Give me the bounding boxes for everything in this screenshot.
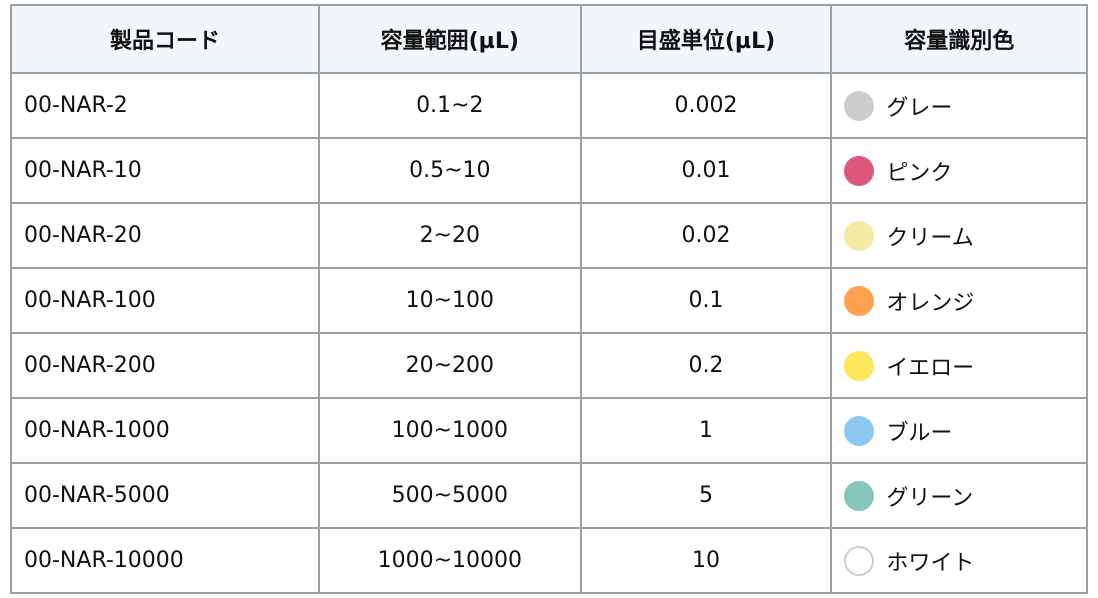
volume-range: 2~20	[318, 202, 582, 269]
header-row: 製品コード 容量範囲(µL) 目盛単位(µL) 容量識別色	[10, 4, 1088, 74]
table-row: 00-NAR-20 2~20 0.02 クリーム	[10, 202, 1088, 269]
color-code-cell: グレー	[830, 72, 1088, 139]
volume-range: 100~1000	[318, 397, 582, 464]
scale-unit: 0.1	[579, 267, 833, 334]
volume-range: 0.1~2	[318, 72, 582, 139]
color-name: オレンジ	[886, 290, 975, 316]
table-row: 00-NAR-5000 500~5000 5 グリーン	[10, 462, 1088, 529]
color-name: グレー	[886, 95, 953, 121]
table-row: 00-NAR-200 20~200 0.2 イエロー	[10, 332, 1088, 399]
color-dot-icon	[844, 90, 875, 121]
color-dot-icon	[844, 480, 875, 511]
color-code-cell: ホワイト	[830, 527, 1088, 594]
product-code: 00-NAR-2	[10, 72, 320, 139]
header-scale-unit: 目盛単位(µL)	[579, 4, 833, 74]
volume-range: 500~5000	[318, 462, 582, 529]
color-name: ホワイト	[886, 550, 975, 576]
volume-range: 20~200	[318, 332, 582, 399]
product-code: 00-NAR-5000	[10, 462, 320, 529]
color-dot-icon	[844, 350, 875, 381]
scale-unit: 0.01	[579, 137, 833, 204]
color-code-cell: グリーン	[830, 462, 1088, 529]
volume-range: 0.5~10	[318, 137, 582, 204]
color-code-cell: イエロー	[830, 332, 1088, 399]
color-code-cell: ブルー	[830, 397, 1088, 464]
product-code: 00-NAR-100	[10, 267, 320, 334]
color-code-cell: オレンジ	[830, 267, 1088, 334]
table-row: 00-NAR-1000 100~1000 1 ブルー	[10, 397, 1088, 464]
table-row: 00-NAR-10000 1000~10000 10 ホワイト	[10, 527, 1088, 594]
product-code: 00-NAR-200	[10, 332, 320, 399]
scale-unit: 10	[579, 527, 833, 594]
color-dot-icon	[844, 545, 875, 576]
header-volume-range: 容量範囲(µL)	[318, 4, 582, 74]
scale-unit: 0.02	[579, 202, 833, 269]
product-table: 製品コード 容量範囲(µL) 目盛単位(µL) 容量識別色 00-NAR-2 0.…	[10, 4, 1088, 594]
scale-unit: 0.002	[579, 72, 833, 139]
table-row: 00-NAR-100 10~100 0.1 オレンジ	[10, 267, 1088, 334]
color-name: クリーム	[886, 225, 974, 251]
product-code: 00-NAR-1000	[10, 397, 320, 464]
color-code-cell: ピンク	[830, 137, 1088, 204]
header-color-code: 容量識別色	[830, 4, 1088, 74]
color-dot-icon	[844, 220, 875, 251]
product-code: 00-NAR-20	[10, 202, 320, 269]
table-row: 00-NAR-2 0.1~2 0.002 グレー	[10, 72, 1088, 139]
color-name: ピンク	[886, 160, 953, 186]
product-code: 00-NAR-10	[10, 137, 320, 204]
color-code-cell: クリーム	[830, 202, 1088, 269]
color-name: イエロー	[886, 355, 975, 381]
scale-unit: 0.2	[579, 332, 833, 399]
color-dot-icon	[844, 155, 875, 186]
scale-unit: 5	[579, 462, 833, 529]
volume-range: 10~100	[318, 267, 582, 334]
header-product-code: 製品コード	[10, 4, 320, 74]
color-dot-icon	[844, 285, 875, 316]
volume-range: 1000~10000	[318, 527, 582, 594]
color-dot-icon	[844, 415, 875, 446]
color-name: ブルー	[886, 420, 953, 446]
scale-unit: 1	[579, 397, 833, 464]
color-name: グリーン	[886, 485, 974, 511]
product-code: 00-NAR-10000	[10, 527, 320, 594]
table-row: 00-NAR-10 0.5~10 0.01 ピンク	[10, 137, 1088, 204]
